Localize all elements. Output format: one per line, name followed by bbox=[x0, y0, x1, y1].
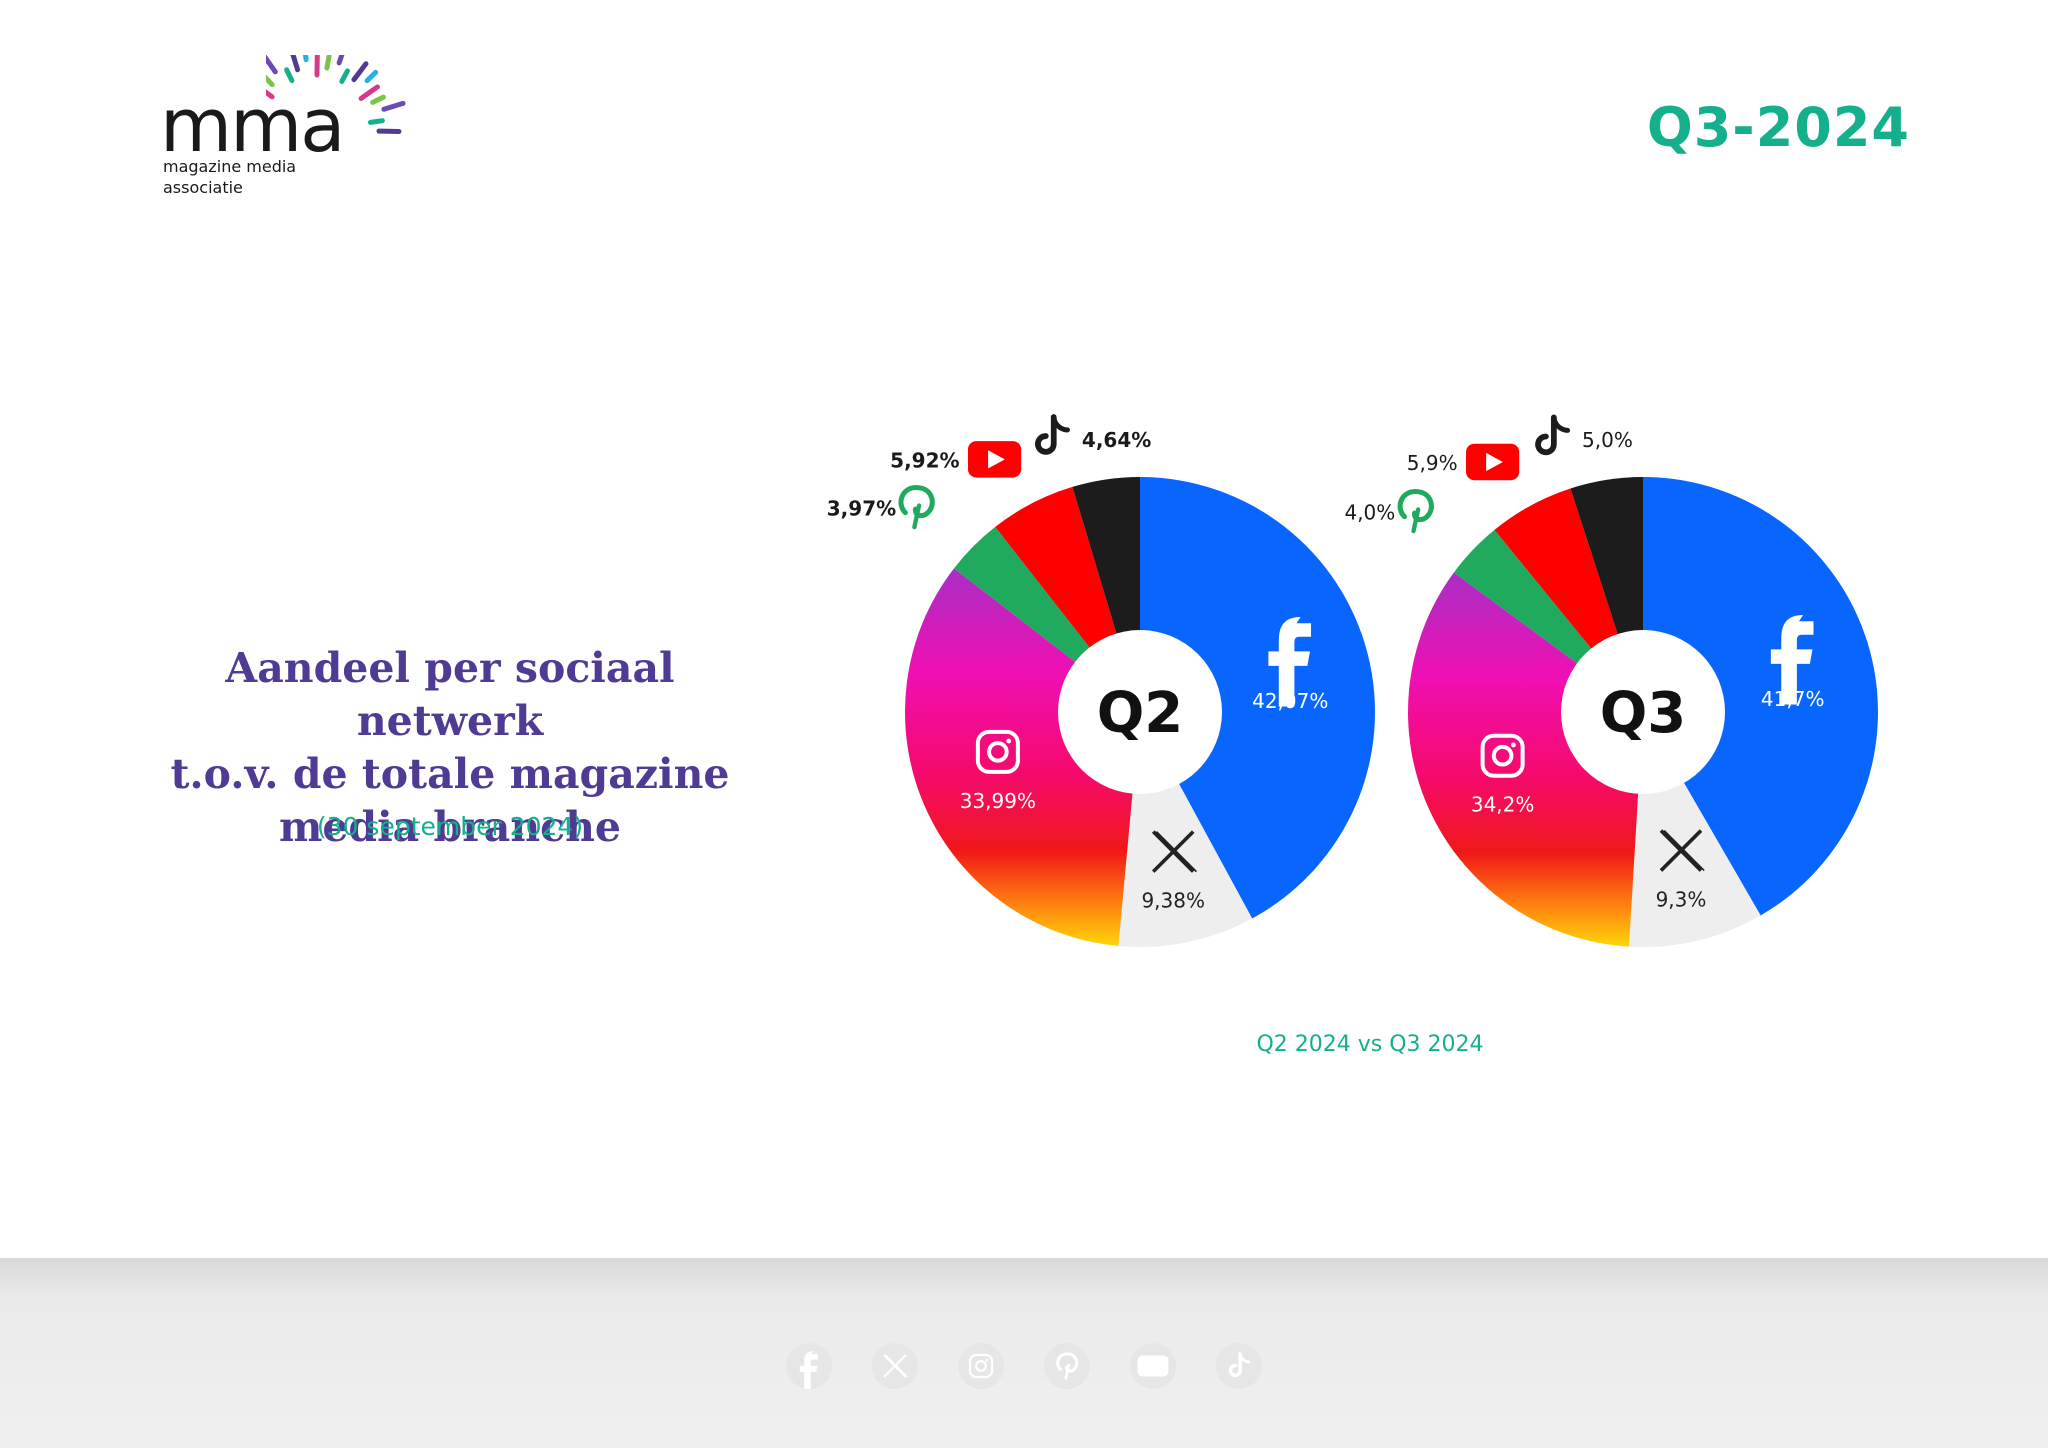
slice-facebook bbox=[1140, 477, 1375, 919]
page-title: Aandeel per sociaal netwerk t.o.v. de to… bbox=[130, 642, 770, 854]
youtube-icon bbox=[1137, 1355, 1169, 1377]
tiktok-icon bbox=[1035, 414, 1070, 455]
slice-facebook bbox=[1643, 477, 1878, 916]
title-line-2: t.o.v. de totale magazine bbox=[170, 750, 730, 798]
donut-charts: Q2 42,07% 9,38% 33,99% 3,97% 5,92% 4,64% Q3 41,7… bbox=[827, 414, 1878, 947]
youtube-icon bbox=[1466, 443, 1520, 481]
logo-subtitle: magazine media associatie bbox=[163, 157, 297, 197]
slice-label-instagram: 34,2% bbox=[1471, 793, 1535, 817]
x-icon bbox=[1659, 829, 1705, 872]
slice-label-facebook: 41,7% bbox=[1761, 687, 1825, 711]
tiktok-icon bbox=[1535, 414, 1571, 456]
facebook-icon bbox=[1770, 615, 1814, 705]
donut-q3: Q3 41,7% 9,3% 34,2% 4,0% 5,9% 5,0% bbox=[1344, 414, 1878, 947]
chart-caption: Q2 2024 vs Q3 2024 bbox=[1256, 1032, 1484, 1057]
footer-x-link[interactable] bbox=[872, 1343, 918, 1389]
mma-logo[interactable]: mma magazine media associatie bbox=[158, 55, 418, 205]
donut-hole bbox=[1561, 630, 1725, 794]
x-icon bbox=[883, 1354, 909, 1378]
instagram-icon bbox=[975, 729, 1020, 774]
tiktok-icon bbox=[1228, 1352, 1250, 1377]
x-icon bbox=[1151, 830, 1197, 873]
instagram-icon bbox=[1480, 733, 1525, 778]
slice-label-pinterest: 3,97% bbox=[827, 496, 896, 520]
donut-hole bbox=[1058, 630, 1222, 794]
footer-tiktok-link[interactable] bbox=[1216, 1343, 1262, 1389]
pinterest-icon bbox=[1397, 488, 1434, 534]
footer-facebook-link[interactable] bbox=[786, 1343, 832, 1389]
slice-label-youtube: 5,9% bbox=[1407, 451, 1458, 475]
pinterest-icon bbox=[898, 484, 935, 530]
center-label: Q3 bbox=[1600, 681, 1687, 746]
facebook-icon bbox=[799, 1351, 818, 1389]
title-line-3: media branche bbox=[278, 803, 622, 851]
facebook-icon bbox=[1268, 617, 1312, 707]
slice-label-x: 9,38% bbox=[1141, 889, 1205, 913]
footer-youtube-link[interactable] bbox=[1130, 1343, 1176, 1389]
slice-label-tiktok: 5,0% bbox=[1582, 428, 1633, 452]
title-line-1: Aandeel per sociaal netwerk bbox=[225, 644, 675, 745]
period-label: Q3-2024 bbox=[1646, 96, 1910, 159]
slice-label-youtube: 5,92% bbox=[890, 448, 959, 472]
slice-label-facebook: 42,07% bbox=[1252, 689, 1328, 713]
footer-instagram-link[interactable] bbox=[958, 1343, 1004, 1389]
footer-pinterest-link[interactable] bbox=[1044, 1343, 1090, 1389]
slice-instagram bbox=[1408, 572, 1643, 947]
report-date: (30 september 2024) bbox=[316, 812, 584, 841]
center-label: Q2 bbox=[1097, 681, 1184, 746]
footer bbox=[0, 1258, 2048, 1448]
logo-burst-icon bbox=[266, 55, 406, 134]
youtube-icon bbox=[967, 441, 1022, 478]
pinterest-icon bbox=[1056, 1352, 1079, 1380]
slice-label-tiktok: 4,64% bbox=[1082, 428, 1151, 452]
instagram-icon bbox=[968, 1353, 994, 1379]
logo-wordmark: mma bbox=[160, 83, 346, 169]
slice-label-instagram: 33,99% bbox=[960, 789, 1036, 813]
slice-instagram bbox=[905, 568, 1140, 947]
donut-q2: Q2 42,07% 9,38% 33,99% 3,97% 5,92% 4,64% bbox=[827, 414, 1375, 947]
social-links bbox=[786, 1343, 1262, 1389]
slice-label-pinterest: 4,0% bbox=[1344, 500, 1395, 524]
slice-label-x: 9,3% bbox=[1656, 888, 1707, 912]
